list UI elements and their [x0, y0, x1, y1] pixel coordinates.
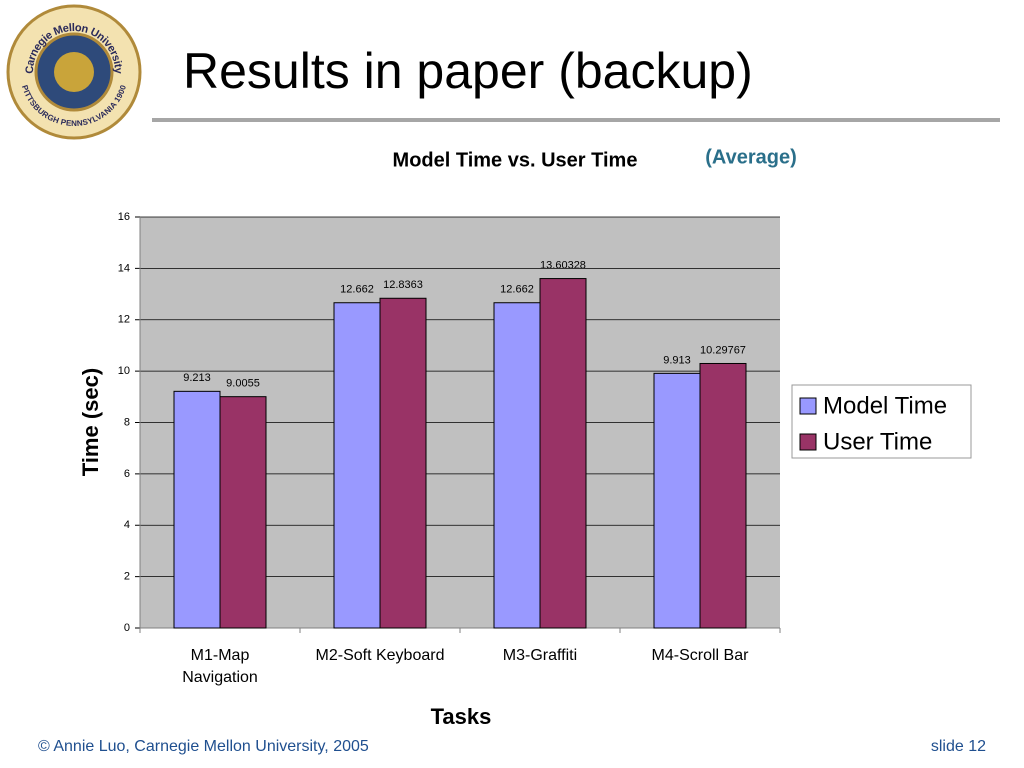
bar	[653, 372, 701, 629]
y-tick-label: 0	[124, 622, 130, 634]
bar	[333, 302, 381, 629]
value-label: 9.213	[183, 372, 211, 384]
x-tick-label: M1-Map Navigation	[182, 647, 258, 686]
footer: © Annie Luo, Carnegie Mellon University,…	[38, 738, 369, 755]
chart-title: Model Time vs. User Time	[393, 149, 638, 171]
value-label: 12.662	[500, 284, 534, 296]
logo: Carnegie Mellon University PITTSBURGH PE…	[6, 4, 142, 140]
bar	[699, 362, 747, 629]
legend-label: User Time	[823, 428, 932, 455]
x-axis-title: Tasks	[431, 704, 492, 729]
bar	[173, 390, 221, 629]
slide-number: slide 12	[931, 738, 986, 755]
y-tick-label: 16	[118, 211, 130, 223]
logo-emblem	[54, 52, 94, 92]
bar	[379, 297, 427, 629]
y-tick-label: 2	[124, 571, 130, 583]
legend-swatch	[799, 397, 817, 415]
y-tick-label: 6	[124, 468, 130, 480]
slide-title: Results in paper (backup)	[183, 43, 753, 99]
x-tick-label: M4-Scroll Bar	[651, 647, 749, 664]
y-tick-label: 14	[118, 262, 130, 274]
value-label: 9.913	[663, 354, 691, 366]
legend-box	[791, 384, 972, 459]
value-label: 12.8363	[383, 279, 423, 291]
x-tick-label: M3-Graffiti	[502, 647, 578, 664]
bar	[493, 302, 541, 629]
y-tick-label: 12	[118, 314, 130, 326]
value-label: 9.0055	[226, 378, 260, 390]
chart-subtitle: (Average)	[705, 146, 797, 168]
y-tick-label: 4	[124, 519, 130, 531]
legend-label: Model Time	[823, 392, 947, 419]
value-label: 12.662	[340, 284, 374, 296]
x-tick-label: M2-Soft Keyboard	[315, 647, 445, 664]
bar	[539, 278, 587, 629]
legend-swatch	[799, 433, 817, 451]
y-axis-title: Time (sec)	[78, 368, 103, 476]
value-label: 13.60328	[540, 259, 586, 271]
y-tick-label: 10	[118, 365, 130, 377]
value-label: 10.29767	[700, 344, 746, 356]
bar	[219, 396, 267, 629]
y-tick-label: 8	[124, 416, 130, 428]
